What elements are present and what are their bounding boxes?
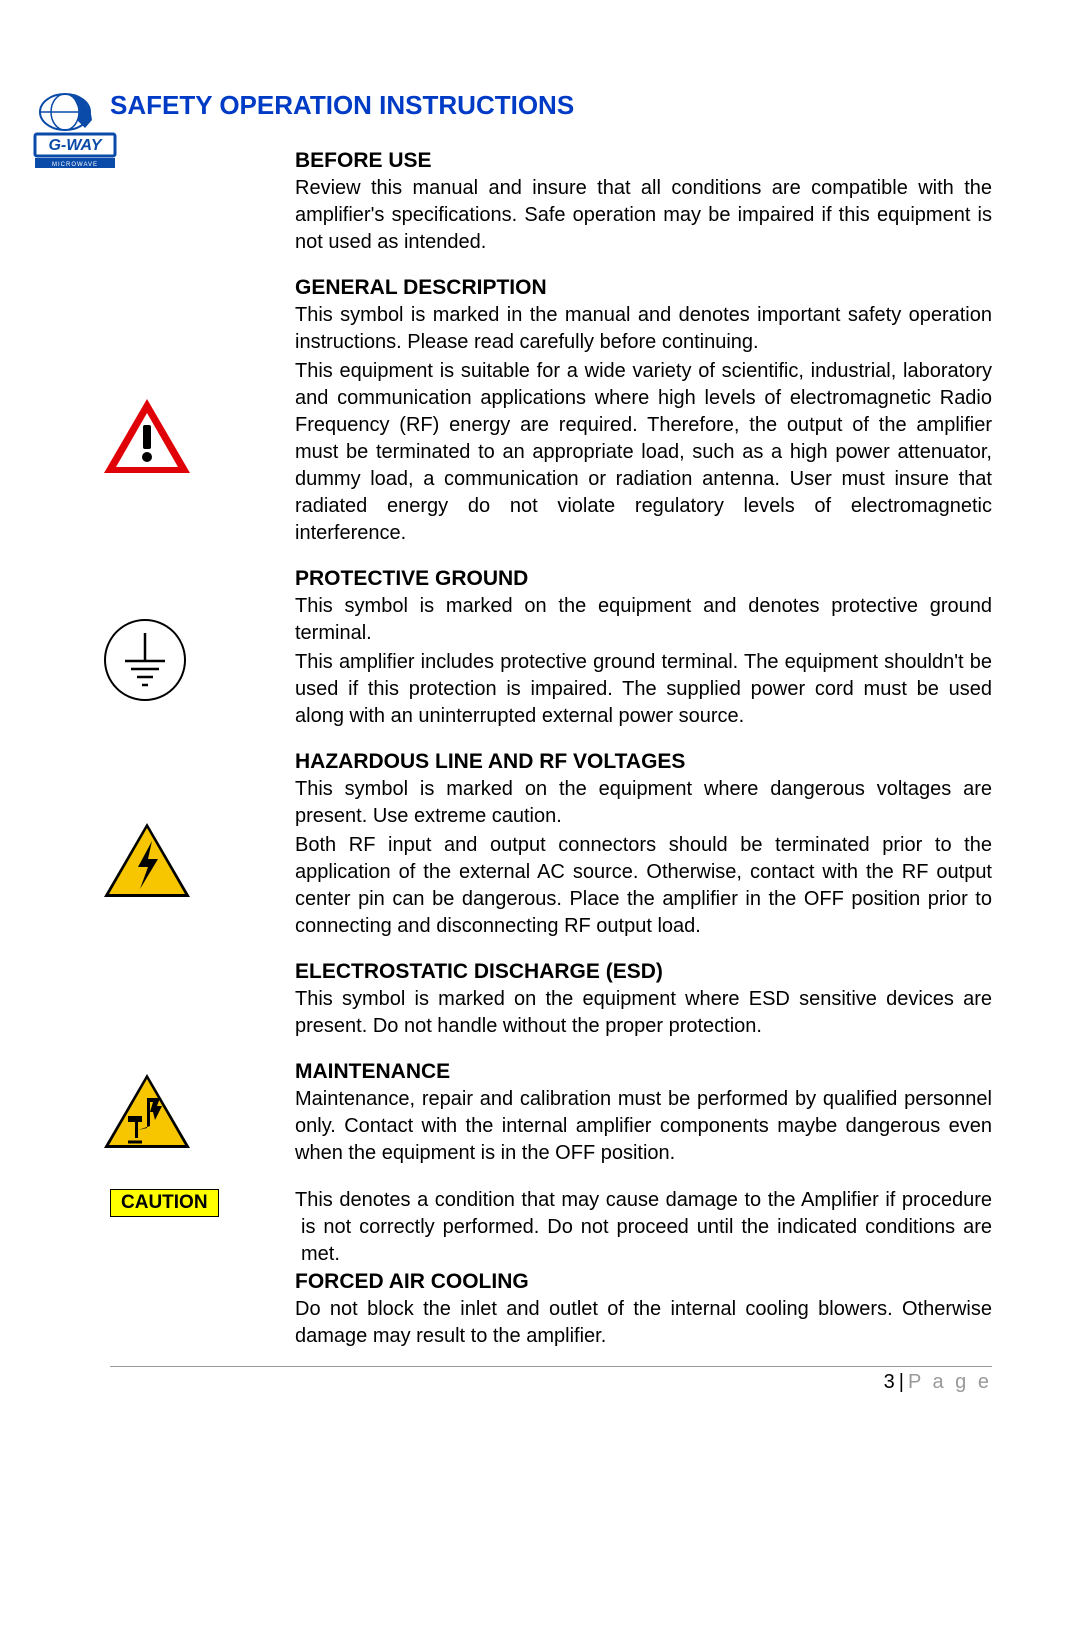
- body-general-2: This equipment is suitable for a wide va…: [295, 358, 992, 547]
- text-before-use: BEFORE USE Review this manual and insure…: [295, 149, 992, 258]
- gway-logo-icon: G-WAY MICROWAVE: [30, 90, 120, 170]
- section-ground: PROTECTIVE GROUND This symbol is marked …: [110, 567, 992, 732]
- text-general: GENERAL DESCRIPTION This symbol is marke…: [295, 276, 992, 549]
- icon-slot-ground: [110, 567, 295, 732]
- text-hazard: HAZARDOUS LINE AND RF VOLTAGES This symb…: [295, 750, 992, 942]
- svg-text:MICROWAVE: MICROWAVE: [52, 162, 98, 168]
- page-number: 3: [884, 1371, 895, 1393]
- body-maintenance: Maintenance, repair and calibration must…: [295, 1086, 992, 1167]
- body-cooling: Do not block the inlet and outlet of the…: [295, 1296, 992, 1350]
- heading-before-use: BEFORE USE: [295, 149, 992, 173]
- protective-ground-icon: [100, 615, 190, 705]
- body-esd: This symbol is marked on the equipment w…: [295, 986, 992, 1040]
- caution-badge: CAUTION: [110, 1189, 219, 1217]
- text-ground: PROTECTIVE GROUND This symbol is marked …: [295, 567, 992, 732]
- body-ground-2: This amplifier includes protective groun…: [295, 649, 992, 730]
- section-esd: ELECTROSTATIC DISCHARGE (ESD) This symbo…: [110, 960, 992, 1042]
- body-hazard-1: This symbol is marked on the equipment w…: [295, 776, 992, 830]
- text-caution: This denotes a condition that may cause …: [295, 1187, 992, 1352]
- body-before-use: Review this manual and insure that all c…: [295, 175, 992, 256]
- heading-hazard: HAZARDOUS LINE AND RF VOLTAGES: [295, 750, 992, 774]
- icon-slot-caution: CAUTION: [110, 1187, 295, 1352]
- icon-slot-empty: [110, 149, 295, 258]
- text-esd: ELECTROSTATIC DISCHARGE (ESD) This symbo…: [295, 960, 992, 1042]
- content-body: BEFORE USE Review this manual and insure…: [110, 149, 992, 1394]
- brand-logo: G-WAY MICROWAVE: [30, 90, 120, 170]
- heading-ground: PROTECTIVE GROUND: [295, 567, 992, 591]
- heading-cooling: FORCED AIR COOLING: [295, 1270, 992, 1294]
- section-general: GENERAL DESCRIPTION This symbol is marke…: [110, 276, 992, 549]
- section-maintenance: MAINTENANCE Maintenance, repair and cali…: [110, 1060, 992, 1169]
- body-caution: This denotes a condition that may cause …: [295, 1187, 992, 1268]
- icon-slot-high-voltage: [110, 750, 295, 942]
- heading-esd: ELECTROSTATIC DISCHARGE (ESD): [295, 960, 992, 984]
- icon-slot-esd: [110, 1060, 295, 1169]
- body-ground-1: This symbol is marked on the equipment a…: [295, 593, 992, 647]
- body-hazard-2: Both RF input and output connectors shou…: [295, 832, 992, 940]
- body-general-1: This symbol is marked in the manual and …: [295, 302, 992, 356]
- icon-slot-empty-2: [110, 960, 295, 1042]
- page-title: SAFETY OPERATION INSTRUCTIONS: [110, 90, 992, 121]
- esd-warning-icon: [100, 1070, 195, 1160]
- text-maintenance: MAINTENANCE Maintenance, repair and cali…: [295, 1060, 992, 1169]
- page-label: P a g e: [908, 1371, 992, 1393]
- section-before-use: BEFORE USE Review this manual and insure…: [110, 149, 992, 258]
- heading-general: GENERAL DESCRIPTION: [295, 276, 992, 300]
- warning-triangle-icon: [100, 395, 195, 480]
- section-caution: CAUTION This denotes a condition that ma…: [110, 1187, 992, 1352]
- heading-maintenance: MAINTENANCE: [295, 1060, 992, 1084]
- high-voltage-icon: [100, 819, 195, 904]
- svg-text:G-WAY: G-WAY: [48, 137, 102, 154]
- page-footer: 3|P a g e: [110, 1366, 992, 1394]
- icon-slot-warning: [110, 276, 295, 549]
- section-hazard: HAZARDOUS LINE AND RF VOLTAGES This symb…: [110, 750, 992, 942]
- document-page: G-WAY MICROWAVE SAFETY OPERATION INSTRUC…: [0, 90, 1082, 1638]
